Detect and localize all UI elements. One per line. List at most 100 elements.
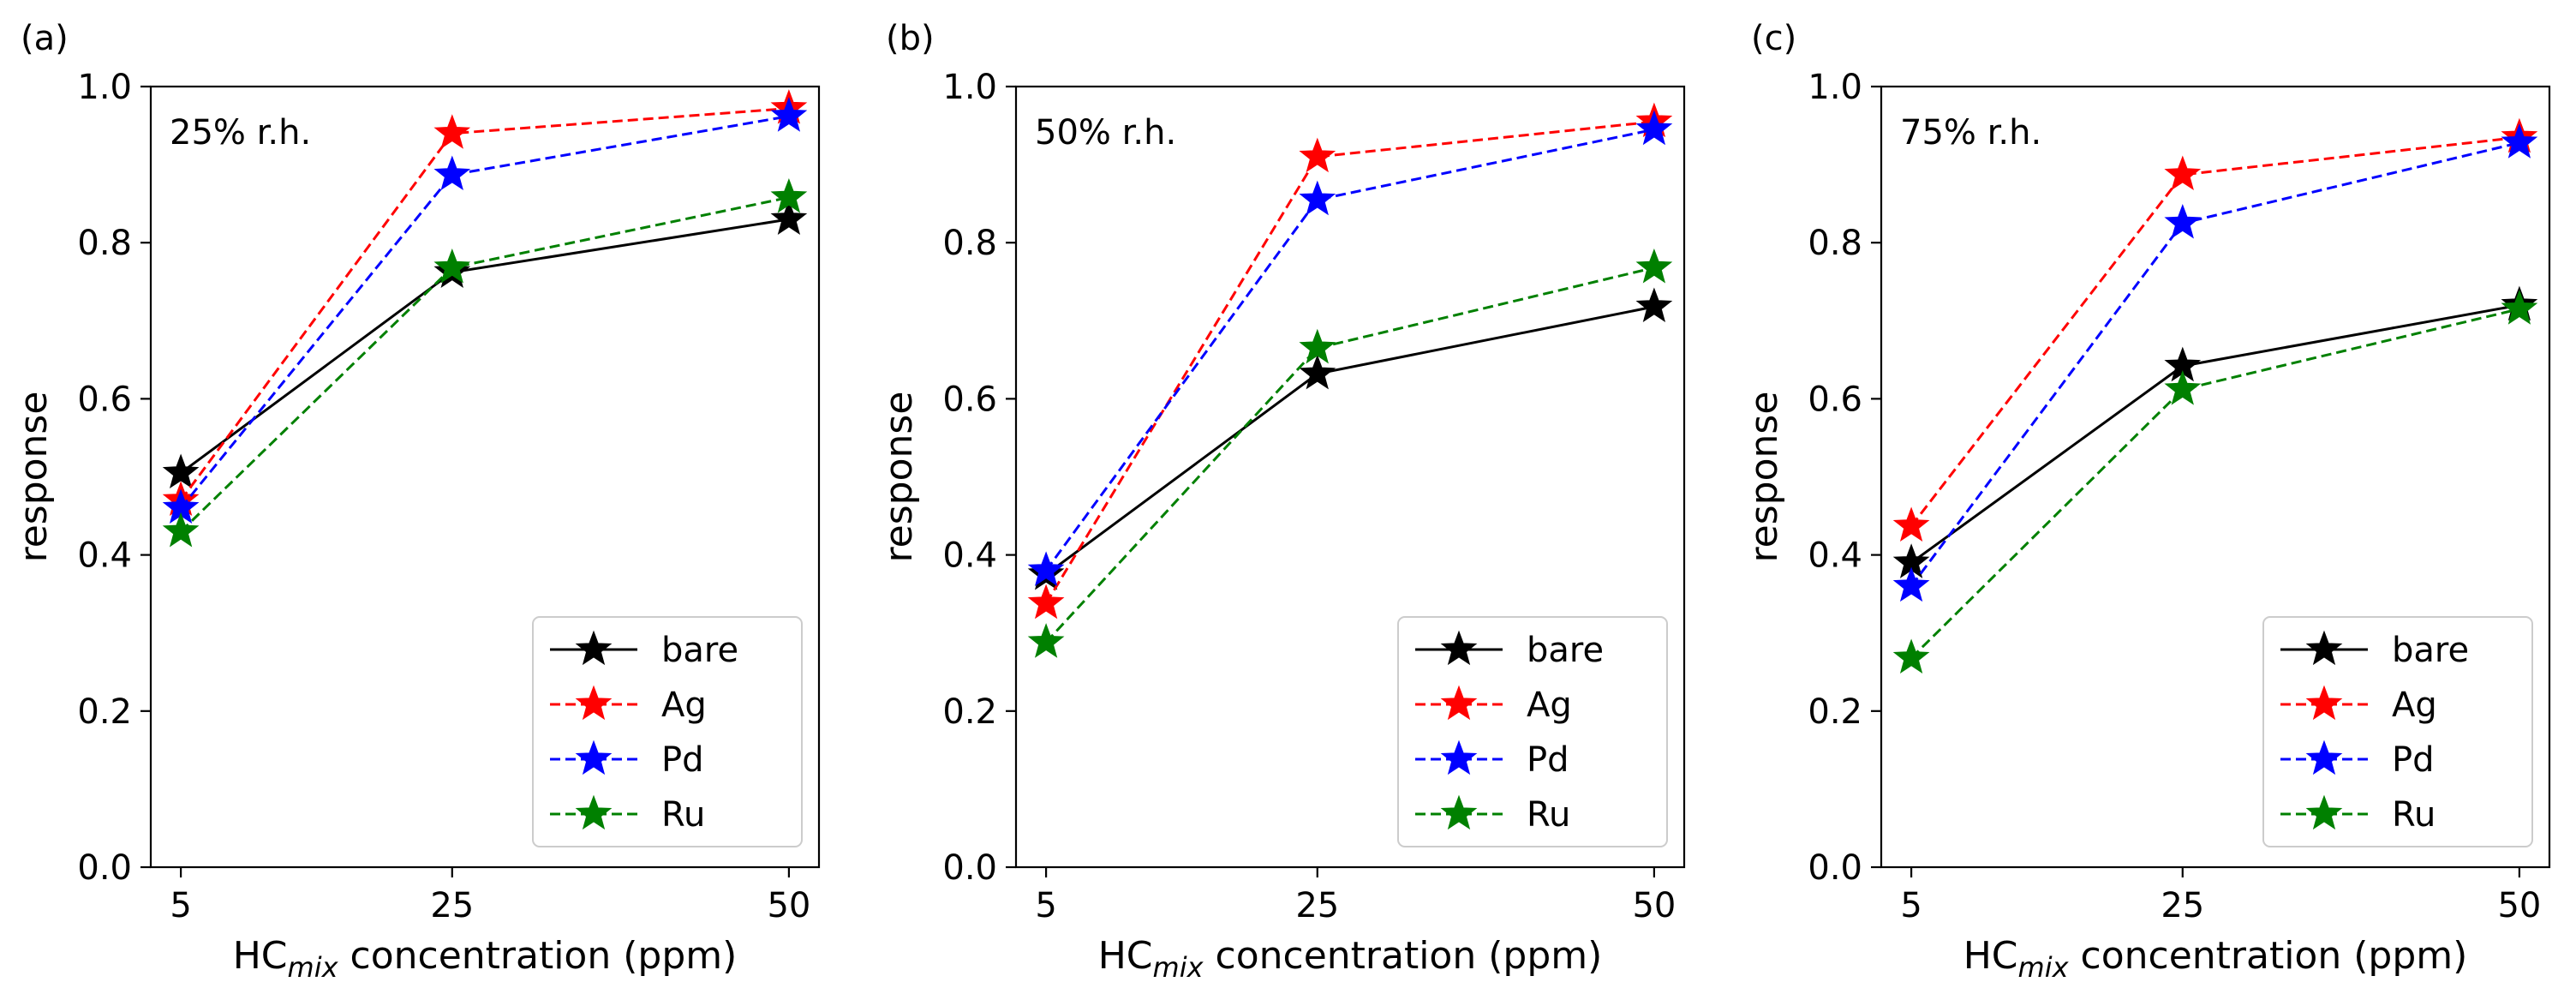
- series-ru: [1027, 248, 1673, 658]
- legend-label-bare: bare: [1527, 631, 1604, 670]
- legend-marker-ru: [1440, 794, 1478, 830]
- y-tick-label: 0.6: [77, 380, 132, 419]
- legend-label-bare: bare: [661, 631, 738, 670]
- legend-marker-bare: [575, 630, 613, 666]
- data-point-bare: [162, 453, 200, 489]
- x-tick-label: 5: [1035, 886, 1056, 925]
- legend-marker-ag: [2305, 685, 2343, 721]
- series-line-ag: [1044, 120, 1655, 604]
- legend-marker-ag: [1440, 685, 1478, 721]
- y-tick-label: 0.4: [77, 536, 132, 576]
- data-point-ru: [162, 512, 200, 548]
- x-axis-label-prefix: HC: [1963, 934, 2018, 978]
- data-point-ru: [1299, 328, 1336, 364]
- data-point-bare: [1635, 287, 1673, 323]
- data-point-bare: [770, 200, 808, 236]
- data-point-pd: [770, 97, 808, 132]
- data-point-ru: [1027, 623, 1065, 658]
- y-tick-label: 1.0: [77, 68, 132, 107]
- series-bare: [1892, 285, 2538, 578]
- axes-frame: [1880, 85, 2551, 869]
- y-tick-label: 0.0: [77, 848, 132, 888]
- x-axis-label-subscript: mix: [288, 951, 339, 984]
- series-line-bare: [1910, 303, 2520, 564]
- data-point-ru: [433, 248, 471, 284]
- legend-marker-ru: [2305, 794, 2343, 830]
- series-line-bare: [1045, 305, 1655, 576]
- x-axis-label-subscript: mix: [1153, 951, 1204, 984]
- x-tick-label: 25: [1295, 886, 1339, 925]
- legend-frame: [1397, 616, 1668, 847]
- legend-label-pd: Pd: [2392, 740, 2435, 780]
- y-tick-label: 0.0: [942, 848, 997, 888]
- panel-label: (a): [21, 19, 69, 58]
- data-point-ag: [2164, 155, 2202, 191]
- data-point-pd: [1892, 566, 1930, 602]
- condition-label: 75% r.h.: [1900, 113, 2041, 153]
- panel-label: (b): [886, 19, 935, 58]
- y-tick-label: 0.0: [1808, 848, 1862, 888]
- x-axis-label-suffix: concentration (ppm): [1204, 934, 1603, 978]
- x-axis-label-subscript: mix: [2018, 951, 2070, 984]
- legend-marker-ag: [575, 685, 613, 721]
- y-tick-label: 0.2: [1808, 692, 1862, 732]
- series-ag: [1892, 117, 2538, 542]
- panel-label: (c): [1751, 19, 1796, 58]
- series-line-ag: [1910, 135, 2520, 527]
- series-bare: [162, 200, 808, 489]
- condition-label: 50% r.h.: [1035, 113, 1176, 153]
- y-tick-label: 1.0: [1808, 68, 1862, 107]
- legend: bare Ag Pd Ru: [2262, 616, 2533, 847]
- data-point-pd: [433, 155, 471, 191]
- series-line-pd: [179, 115, 790, 509]
- x-axis-label-prefix: HC: [1098, 934, 1153, 978]
- legend-frame: [2262, 616, 2533, 847]
- legend-marker-pd: [2305, 740, 2343, 775]
- legend-label-ag: Ag: [661, 686, 707, 725]
- series-line-ru: [180, 195, 790, 533]
- x-axis-label: HCmix concentration (ppm): [1963, 934, 2468, 984]
- axes-frame: [149, 85, 821, 869]
- x-tick-label: 50: [2497, 886, 2541, 925]
- legend-label-ag: Ag: [1527, 686, 1572, 725]
- series-bare: [1027, 287, 1673, 590]
- data-point-pd: [1299, 180, 1336, 216]
- series-ag: [162, 89, 808, 516]
- data-point-ag: [1892, 506, 1930, 542]
- series-line-pd: [1910, 141, 2520, 587]
- data-point-ru: [2164, 370, 2202, 405]
- data-point-pd: [2164, 203, 2202, 239]
- series-ru: [1892, 290, 2538, 674]
- data-point-ag: [1299, 137, 1336, 173]
- x-tick-label: 25: [2161, 886, 2204, 925]
- data-point-ru: [2501, 290, 2538, 325]
- legend-marker-bare: [1440, 630, 1478, 666]
- y-tick-label: 0.4: [942, 536, 997, 576]
- legend: bare Ag Pd Ru: [532, 616, 803, 847]
- legend-label-ru: Ru: [661, 795, 705, 835]
- x-axis-label-suffix: concentration (ppm): [338, 934, 738, 978]
- x-tick-label: 5: [170, 886, 191, 925]
- y-tick-label: 0.6: [942, 380, 997, 419]
- series-ru: [162, 177, 808, 548]
- data-point-ru: [1635, 248, 1673, 284]
- series-line-pd: [1044, 128, 1655, 572]
- x-axis-label-prefix: HC: [233, 934, 288, 978]
- legend-label-ru: Ru: [2392, 795, 2436, 835]
- chart-panel-1: 0.0 0.2 0.4 0.6 0.8 1.0 5 25 50 HCmix concentrati…: [12, 19, 821, 984]
- x-tick-label: 25: [430, 886, 474, 925]
- legend-label-ru: Ru: [1527, 795, 1570, 835]
- series-line-bare: [180, 218, 790, 475]
- data-point-ru: [770, 177, 808, 213]
- x-axis-label: HCmix concentration (ppm): [1098, 934, 1603, 984]
- x-axis-label: HCmix concentration (ppm): [233, 934, 738, 984]
- series-pd: [1027, 110, 1673, 586]
- data-point-pd: [1635, 110, 1673, 146]
- data-point-pd: [2501, 123, 2538, 159]
- series-line-ru: [1910, 308, 2520, 659]
- legend-marker-bare: [2305, 630, 2343, 666]
- data-point-ag: [433, 114, 471, 149]
- data-point-bare: [1299, 354, 1336, 390]
- condition-label: 25% r.h.: [170, 113, 311, 153]
- legend-frame: [532, 616, 803, 847]
